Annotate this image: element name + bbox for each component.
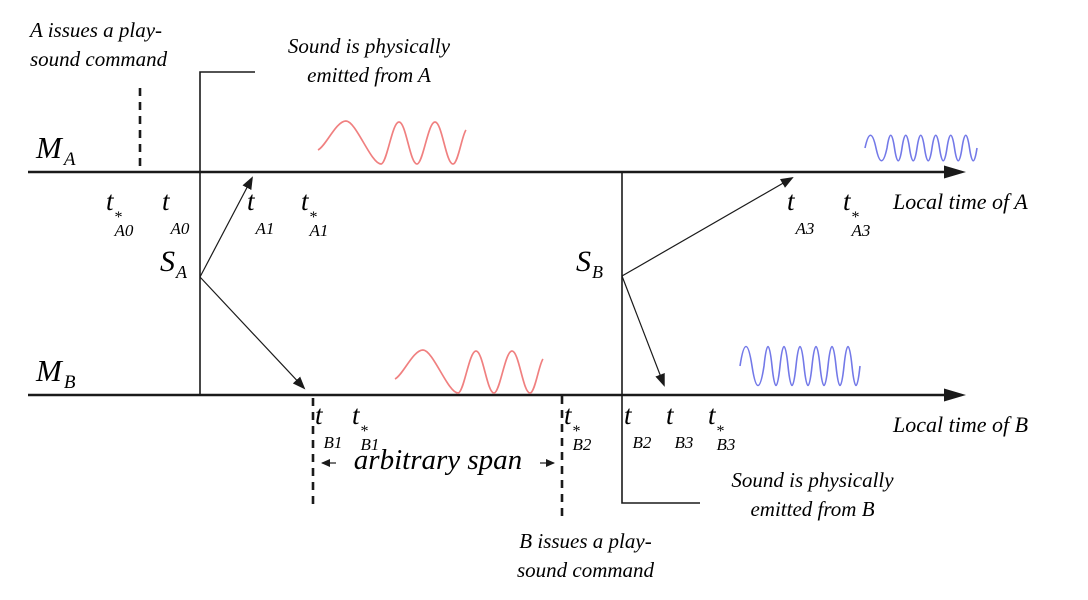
mark-sub: A0 <box>170 219 190 238</box>
mark-base: t <box>315 400 323 430</box>
annotation-emit-b-line1: Sound is physically <box>731 468 894 492</box>
mark-sub: A0 <box>114 221 134 240</box>
mark-ta3-star: t * A3 <box>843 186 871 240</box>
mark-sub: B2 <box>572 435 592 454</box>
mark-sub: B3 <box>674 433 694 452</box>
annotation-a-command-line2: sound command <box>30 46 168 71</box>
annotation-b-command-line1: B issues a play- <box>519 529 652 553</box>
mark-sub: B1 <box>323 433 343 452</box>
ray-sa-to-tb1 <box>199 276 306 390</box>
annotation-emit-a-line2: emitted from A <box>307 62 431 87</box>
mark-sub: A3 <box>851 221 871 240</box>
mark-ta0: t A0 <box>162 186 190 238</box>
connector-emit-a <box>199 71 255 395</box>
mark-tb1-star: t * B1 <box>352 400 380 454</box>
wave-red-b-icon <box>394 349 544 394</box>
mark-base: t <box>247 186 255 216</box>
arbitrary-span-label: arbitrary span <box>353 444 523 476</box>
source-sa-sub: A <box>176 262 187 282</box>
wave-blue-a-icon <box>864 134 978 162</box>
source-label-sa: SA <box>160 245 187 283</box>
mark-base: t <box>708 400 716 430</box>
mark-sup: * <box>572 423 581 440</box>
mark-sub: A3 <box>795 219 815 238</box>
mark-base: t <box>666 400 674 430</box>
mark-ta1-star: t * A1 <box>301 186 329 240</box>
ray-sb-to-ta3 <box>621 177 794 277</box>
ray-sb-to-tb3 <box>621 275 665 387</box>
annotation-emit-b: Sound is physically emitted from B <box>700 466 925 524</box>
mark-sup: * <box>309 209 318 226</box>
axis-label-local-time-a: Local time of A <box>893 189 1028 214</box>
annotation-emit-a: Sound is physically emitted from A <box>255 32 483 90</box>
mark-base: t <box>624 400 632 430</box>
source-sa-base: S <box>160 245 175 278</box>
annotation-emit-b-line2: emitted from B <box>750 496 875 521</box>
wave-red-a-icon <box>317 120 467 165</box>
mark-ta3: t A3 <box>787 186 815 238</box>
timeline-a-arrowhead-icon <box>944 165 966 179</box>
axis-label-local-time-b: Local time of B <box>893 412 1029 437</box>
mark-base: t <box>564 400 572 430</box>
device-mb-base: M <box>36 353 62 388</box>
mark-base: t <box>162 186 170 216</box>
mark-base: t <box>301 186 309 216</box>
mark-base: t <box>787 186 795 216</box>
mark-tb1: t B1 <box>315 400 343 452</box>
mark-sub: B1 <box>360 435 380 454</box>
device-ma-base: M <box>36 130 62 165</box>
mark-sub: A1 <box>255 219 275 238</box>
mark-ta1: t A1 <box>247 186 275 238</box>
annotation-b-command-line2: sound command <box>516 557 655 582</box>
mark-tb3: t B3 <box>666 400 694 452</box>
mark-ta0-star: t * A0 <box>106 186 134 240</box>
wave-blue-b-icon <box>739 345 861 387</box>
annotation-emit-a-line1: Sound is physically <box>287 34 451 58</box>
ray-sa-to-ta1 <box>199 176 253 278</box>
mark-base: t <box>843 186 851 216</box>
mark-sup: * <box>114 209 123 226</box>
annotation-b-command: B issues a play- sound command <box>478 527 693 585</box>
source-sb-base: S <box>576 245 591 278</box>
source-label-sb: SB <box>576 245 603 283</box>
mark-sup: * <box>360 423 369 440</box>
mark-tb3-star: t * B3 <box>708 400 736 454</box>
device-mb-sub: B <box>63 372 76 393</box>
mark-sup: * <box>716 423 725 440</box>
timeline-b-arrowhead-icon <box>944 388 966 402</box>
mark-tb2: t B2 <box>624 400 652 452</box>
connector-emit-b <box>621 173 700 504</box>
annotation-a-command-line1: A issues a play- <box>30 18 163 42</box>
mark-sub: B3 <box>716 435 736 454</box>
mark-sub: B2 <box>632 433 652 452</box>
mark-base: t <box>106 186 114 216</box>
mark-tb2-star: t * B2 <box>564 400 592 454</box>
source-sb-sub: B <box>592 262 603 282</box>
annotation-a-command: A issues a play- sound command <box>30 16 167 74</box>
mark-base: t <box>352 400 360 430</box>
mark-sup: * <box>851 209 860 226</box>
mark-sub: A1 <box>309 221 329 240</box>
device-ma-sub: A <box>63 149 76 170</box>
